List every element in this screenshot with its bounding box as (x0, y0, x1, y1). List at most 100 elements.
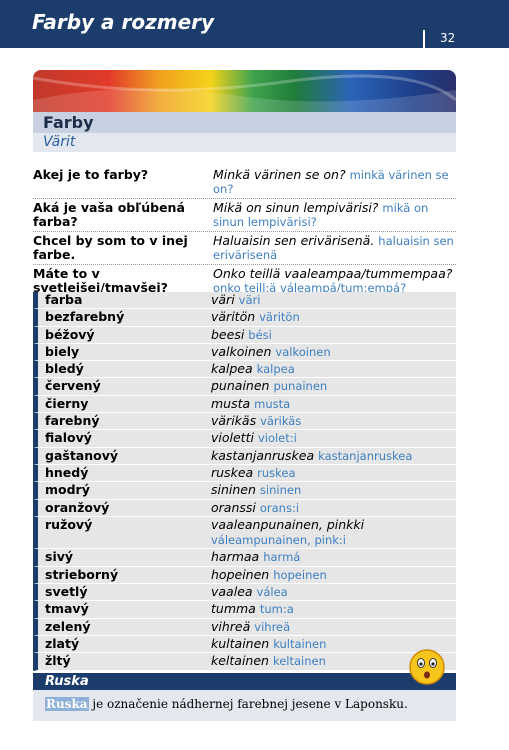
finnish-text: sininen (211, 482, 256, 498)
row: biely valkoinen valkoinen (33, 343, 456, 362)
row: čierny musta musta (33, 395, 456, 414)
slovak-text: svetlý (45, 584, 88, 600)
smiley-icon (409, 649, 445, 685)
pronunciation: kalpea (256, 362, 295, 377)
row: ružový vaaleanpunainen, pinkki váleampuna… (33, 516, 456, 550)
pronunciation: harmá (263, 550, 301, 565)
finnish-cell: vihreä vihreä (211, 619, 456, 635)
pronunciation: tum:a (259, 602, 294, 617)
finnish-text: kastanjanruskea (211, 447, 315, 463)
finnish-text: beesi (211, 326, 245, 342)
finnish-text: keltainen (211, 653, 269, 669)
section-subtitle: Värit (43, 134, 76, 150)
finnish-text: väritön (211, 309, 256, 325)
pronunciation: mikä on sinun lempivärisi? (213, 201, 429, 229)
pronunciation: onko teill:ä váleampá/tum:empá? (213, 281, 407, 295)
header: Farby a rozmery 32 (0, 0, 509, 48)
slovak-text: oranžový (45, 499, 110, 515)
slovak-text: červený (45, 378, 101, 394)
slovak-text: Chcel by som to v inej farbe. (33, 233, 188, 262)
pronunciation: väritön (259, 310, 300, 325)
row: zlatý kultainen kultainen (33, 635, 456, 654)
slovak-text: hnedý (45, 464, 89, 480)
finnish-cell: oranssi orans:i (211, 500, 456, 516)
pronunciation: vihreä (254, 619, 291, 634)
pronunciation: hopeinen (273, 567, 327, 582)
info-body: Ruska je označenie nádhernej farebnej je… (33, 690, 456, 711)
slovak-text: čierny (45, 395, 89, 411)
finnish-cell: kastanjanruskea kastanjanruskea (211, 448, 456, 464)
slovak-text: farba (45, 292, 83, 307)
info-text: je označenie nádhernej farebnej jesene v… (92, 697, 408, 711)
finnish-text: hopeinen (211, 566, 270, 582)
section-title-bar: Farby (33, 112, 456, 133)
finnish-text: Mikä on sinun lempivärisi? (213, 200, 379, 215)
row: tmavý tumma tum:a (33, 601, 456, 619)
row: svetlý vaalea válea (33, 584, 456, 602)
banner-image (33, 70, 456, 112)
slovak-text: zlatý (45, 635, 80, 651)
header-title: Farby a rozmery (32, 10, 215, 34)
finnish-cell: beesi bési (211, 327, 456, 343)
pronunciation: keltainen (272, 654, 326, 669)
finnish-cell: violetti violet:i (211, 430, 456, 446)
slovak-text: biely (45, 343, 80, 359)
finnish-text: väri (211, 292, 235, 307)
row: zelený vihreä vihreä (33, 618, 456, 636)
slovak-text: Máte to v svetlejšej/tmavšej? (33, 266, 168, 295)
section-subtitle-bar: Värit (33, 133, 456, 152)
info-title: Ruska (33, 673, 456, 690)
pronunciation: musta (254, 396, 291, 411)
finnish-cell: Onko teillä vaaleampaa/tummempaa? onko t… (213, 266, 456, 296)
finnish-cell: musta musta (211, 396, 456, 412)
row: béžový beesi bési (33, 326, 456, 344)
finnish-text: vihreä (211, 618, 251, 634)
row: hnedý ruskea ruskea (33, 464, 456, 483)
pronunciation: violet:i (257, 431, 297, 446)
pronunciation: värikäs (260, 414, 302, 429)
finnish-text: kultainen (211, 635, 270, 651)
slovak-text: sivý (45, 549, 74, 565)
row: Chcel by som to v inej farbe. Haluaisin s… (33, 232, 456, 265)
row: gaštanový kastanjanruskea kastanjanruskea (33, 447, 456, 465)
phrase-list: Akej je to farby? Minkä värinen se on? mi… (33, 166, 456, 298)
row: sivý harmaa harmá (33, 549, 456, 567)
slovak-text: modrý (45, 482, 90, 498)
finnish-cell: vaaleanpunainen, pinkki váleampunainen, … (211, 517, 456, 549)
slovak-text: žltý (45, 653, 71, 669)
slovak-text: zelený (45, 618, 91, 634)
pronunciation: orans:i (259, 500, 300, 515)
pronunciation: sininen (259, 483, 302, 498)
row: bledý kalpea kalpea (33, 361, 456, 379)
slovak-text: bledý (45, 361, 84, 377)
slovak-text: farebný (45, 413, 100, 429)
row: modrý sininen sininen (33, 482, 456, 500)
finnish-text: oranssi (211, 499, 256, 515)
finnish-text: vaaleanpunainen, pinkki (211, 516, 365, 532)
pronunciation: haluaisin sen erivärisenä (213, 234, 454, 262)
finnish-cell: Haluaisin sen erivärisenä. haluaisin sen… (213, 234, 456, 263)
row: farebný värikäs värikäs (33, 413, 456, 431)
finnish-text: kalpea (211, 361, 253, 377)
finnish-cell: hopeinen hopeinen (211, 567, 456, 583)
section-title: Farby (43, 113, 94, 132)
pronunciation: kastanjanruskea (318, 448, 413, 463)
slovak-text: strieborný (45, 566, 119, 582)
pronunciation: ruskea (257, 465, 296, 480)
slovak-text: bezfarebný (45, 309, 125, 325)
finnish-cell: värikäs värikäs (211, 413, 456, 429)
finnish-text: värikäs (211, 413, 257, 429)
finnish-cell: väritön väritön (211, 309, 456, 325)
finnish-text: Onko teillä vaaleampaa/tummempaa? (213, 266, 453, 281)
row: strieborný hopeinen hopeinen (33, 566, 456, 585)
pronunciation: kultainen (273, 636, 327, 651)
finnish-cell: keltainen keltainen (211, 653, 456, 669)
finnish-text: musta (211, 395, 251, 411)
finnish-text: tumma (211, 601, 256, 617)
slovak-text: gaštanový (45, 447, 119, 463)
pronunciation: válea (256, 585, 288, 600)
finnish-text: valkoinen (211, 343, 272, 359)
pronunciation: väri (238, 293, 261, 307)
pronunciation: valkoinen (275, 344, 331, 359)
row: žltý keltainen keltainen (33, 653, 456, 671)
